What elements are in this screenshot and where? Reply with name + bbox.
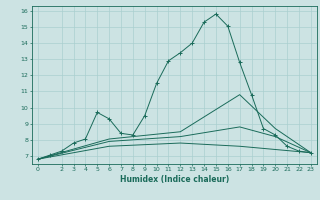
X-axis label: Humidex (Indice chaleur): Humidex (Indice chaleur) xyxy=(120,175,229,184)
